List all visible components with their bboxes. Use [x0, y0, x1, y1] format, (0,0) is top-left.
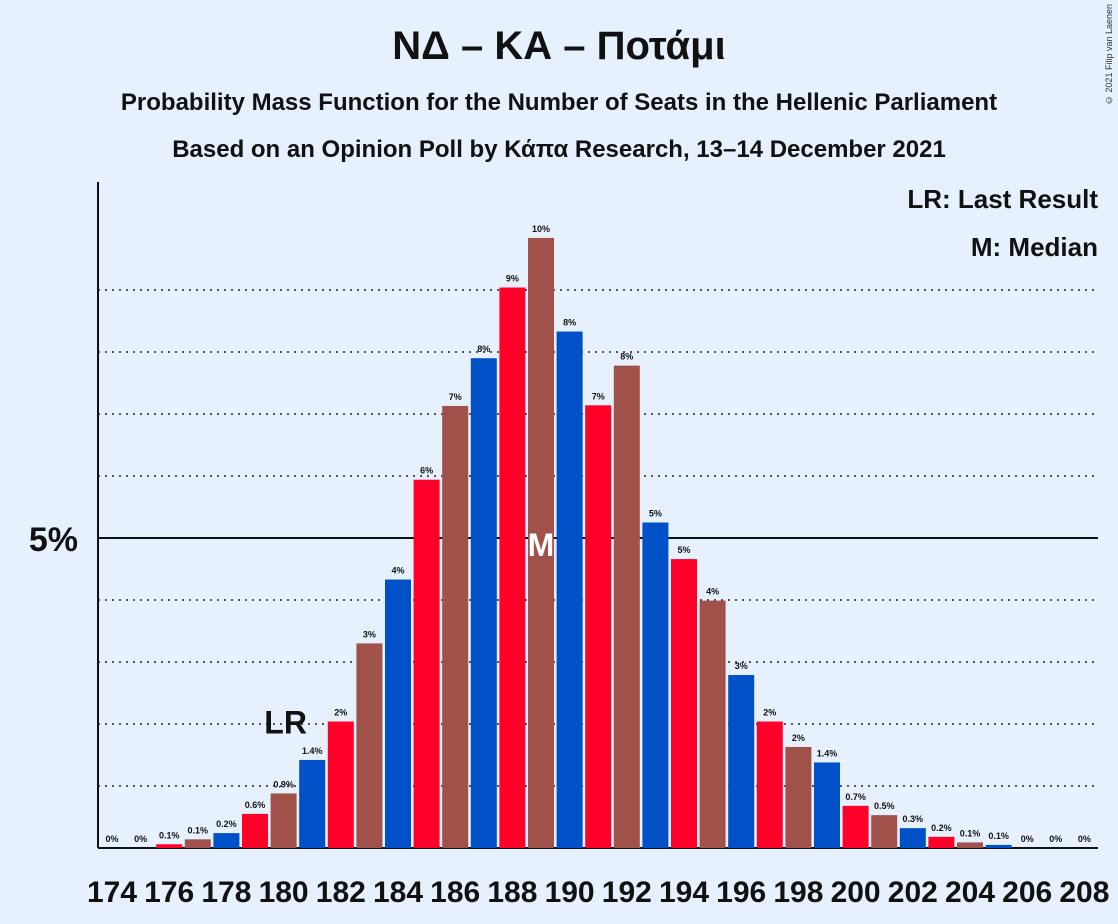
bar-label-178: 0.2% — [216, 819, 237, 829]
bar-label-179: 0.6% — [245, 800, 266, 810]
bar-label-207: 0% — [1049, 834, 1062, 844]
bar-label-191: 7% — [592, 391, 605, 401]
chart-subtitle: Probability Mass Function for the Number… — [120, 89, 998, 116]
bar-label-183: 3% — [363, 629, 376, 639]
bar-197 — [756, 721, 783, 848]
bar-186 — [442, 405, 469, 848]
bar-label-186: 7% — [449, 392, 462, 402]
bar-label-197: 2% — [763, 708, 776, 718]
x-tick-label: 182 — [316, 876, 366, 909]
bar-label-177: 0.1% — [188, 825, 209, 835]
bar-195 — [699, 600, 726, 848]
y-tick-label: 5% — [29, 521, 78, 559]
x-tick-label: 206 — [1002, 876, 1052, 909]
bar-191 — [585, 405, 612, 848]
legend-last-result: LR: Last Result — [907, 184, 1098, 214]
bar-label-189: 10% — [532, 224, 550, 234]
bar-203 — [928, 836, 955, 848]
bar-label-200: 0.7% — [845, 792, 866, 802]
bar-label-208: 0% — [1078, 834, 1091, 844]
x-tick-label: 190 — [545, 876, 595, 909]
chart-title: ΝΔ – ΚΑ – Ποτάμι — [392, 24, 726, 68]
x-tick-label: 188 — [487, 876, 537, 909]
bar-label-196: 3% — [735, 661, 748, 671]
bar-label-181: 1.4% — [302, 746, 323, 756]
x-tick-label: 178 — [201, 876, 251, 909]
x-tick-label: 186 — [430, 876, 480, 909]
bar-188 — [499, 287, 526, 848]
bar-185 — [413, 479, 440, 848]
bar-label-204: 0.1% — [960, 828, 981, 838]
legend-median: M: Median — [970, 232, 1098, 262]
x-tick-label: 180 — [259, 876, 309, 909]
bar-label-203: 0.2% — [931, 823, 952, 833]
x-tick-label: 174 — [87, 876, 137, 909]
bar-label-174: 0% — [105, 834, 118, 844]
bar-202 — [899, 828, 926, 848]
bar-201 — [871, 815, 898, 848]
bar-189 — [528, 237, 554, 849]
bar-179 — [242, 813, 268, 848]
bar-184 — [385, 579, 411, 848]
median-marker: M — [528, 527, 555, 563]
bar-199 — [814, 762, 840, 848]
bar-187 — [470, 358, 497, 848]
bar-label-190: 8% — [563, 318, 576, 328]
bar-label-205: 0.1% — [988, 831, 1009, 841]
last-result-marker: LR — [264, 704, 307, 740]
bar-204 — [957, 842, 983, 848]
x-tick-label: 184 — [373, 876, 423, 909]
bar-192 — [613, 365, 640, 848]
bar-label-188: 9% — [506, 274, 519, 284]
x-tick-label: 196 — [716, 876, 766, 909]
chart-source: Based on an Opinion Poll by Κάπα Researc… — [172, 136, 946, 163]
x-tick-label: 208 — [1059, 876, 1109, 909]
bar-178 — [213, 833, 240, 848]
bar-198 — [785, 746, 812, 848]
bar-205 — [985, 844, 1012, 848]
bar-label-182: 2% — [334, 708, 347, 718]
x-tick-label: 194 — [659, 876, 709, 909]
bar-label-175: 0% — [134, 834, 147, 844]
bar-182 — [327, 721, 354, 848]
bar-181 — [299, 759, 326, 848]
bar-176 — [156, 844, 183, 848]
bar-label-185: 6% — [420, 466, 433, 476]
x-tick-label: 204 — [945, 876, 995, 909]
x-tick-label: 200 — [831, 876, 881, 909]
bar-200 — [842, 805, 869, 848]
bar-label-187: 8% — [477, 344, 490, 354]
bar-label-195: 4% — [706, 587, 719, 597]
bar-label-194: 5% — [677, 545, 690, 555]
bar-177 — [184, 839, 211, 848]
bar-label-192: 8% — [620, 352, 633, 362]
bar-label-202: 0.3% — [903, 814, 924, 824]
bar-label-193: 5% — [649, 509, 662, 519]
bar-180 — [270, 793, 297, 848]
x-tick-label: 176 — [144, 876, 194, 909]
bar-196 — [728, 675, 755, 848]
bar-label-180: 0.9% — [273, 779, 294, 789]
bar-label-199: 1.4% — [817, 748, 838, 758]
bar-194 — [671, 559, 697, 848]
bar-label-206: 0% — [1021, 834, 1034, 844]
bar-label-198: 2% — [792, 733, 805, 743]
bar-190 — [556, 331, 583, 848]
bar-label-201: 0.5% — [874, 801, 895, 811]
bar-label-184: 4% — [391, 566, 404, 576]
x-tick-label: 192 — [602, 876, 652, 909]
bar-label-176: 0.1% — [159, 830, 180, 840]
bar-193 — [642, 522, 669, 848]
bar-183 — [356, 643, 383, 848]
x-tick-label: 202 — [888, 876, 938, 909]
x-tick-label: 198 — [773, 876, 823, 909]
